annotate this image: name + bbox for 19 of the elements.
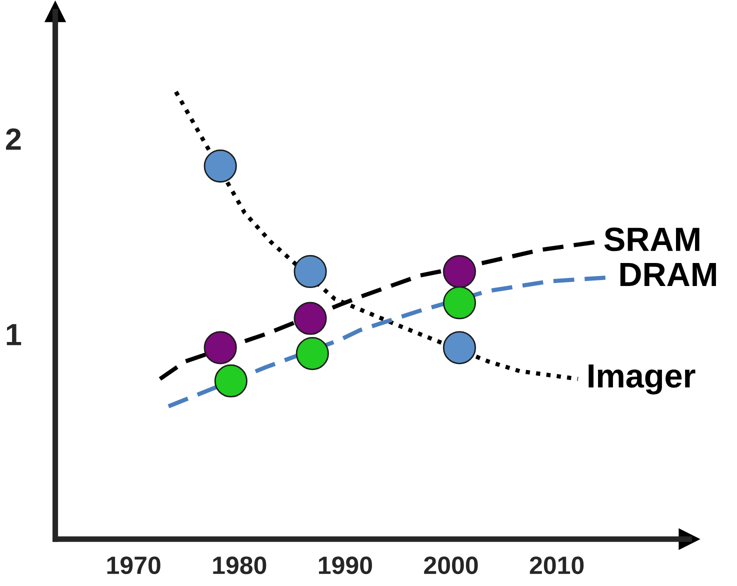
x-tick-label: 2000 [424, 556, 478, 574]
x-tick-label: 1980 [213, 556, 266, 574]
x-tick-label: 2010 [530, 556, 584, 574]
point [442, 254, 476, 288]
point [204, 331, 237, 364]
point [442, 286, 476, 320]
point [294, 254, 327, 288]
x-tick-label: 1990 [318, 556, 372, 574]
point [296, 337, 329, 370]
series-label: SRAM [604, 228, 700, 252]
series-label: Imager [588, 364, 696, 394]
point [214, 364, 248, 398]
y-tick-label: 1 [6, 324, 22, 346]
point [442, 331, 476, 364]
y-tick-label: 2 [6, 128, 21, 150]
point [204, 150, 237, 183]
x-tick-label: 1970 [107, 556, 160, 574]
series-label: DRAM [620, 263, 716, 286]
point [294, 302, 327, 335]
